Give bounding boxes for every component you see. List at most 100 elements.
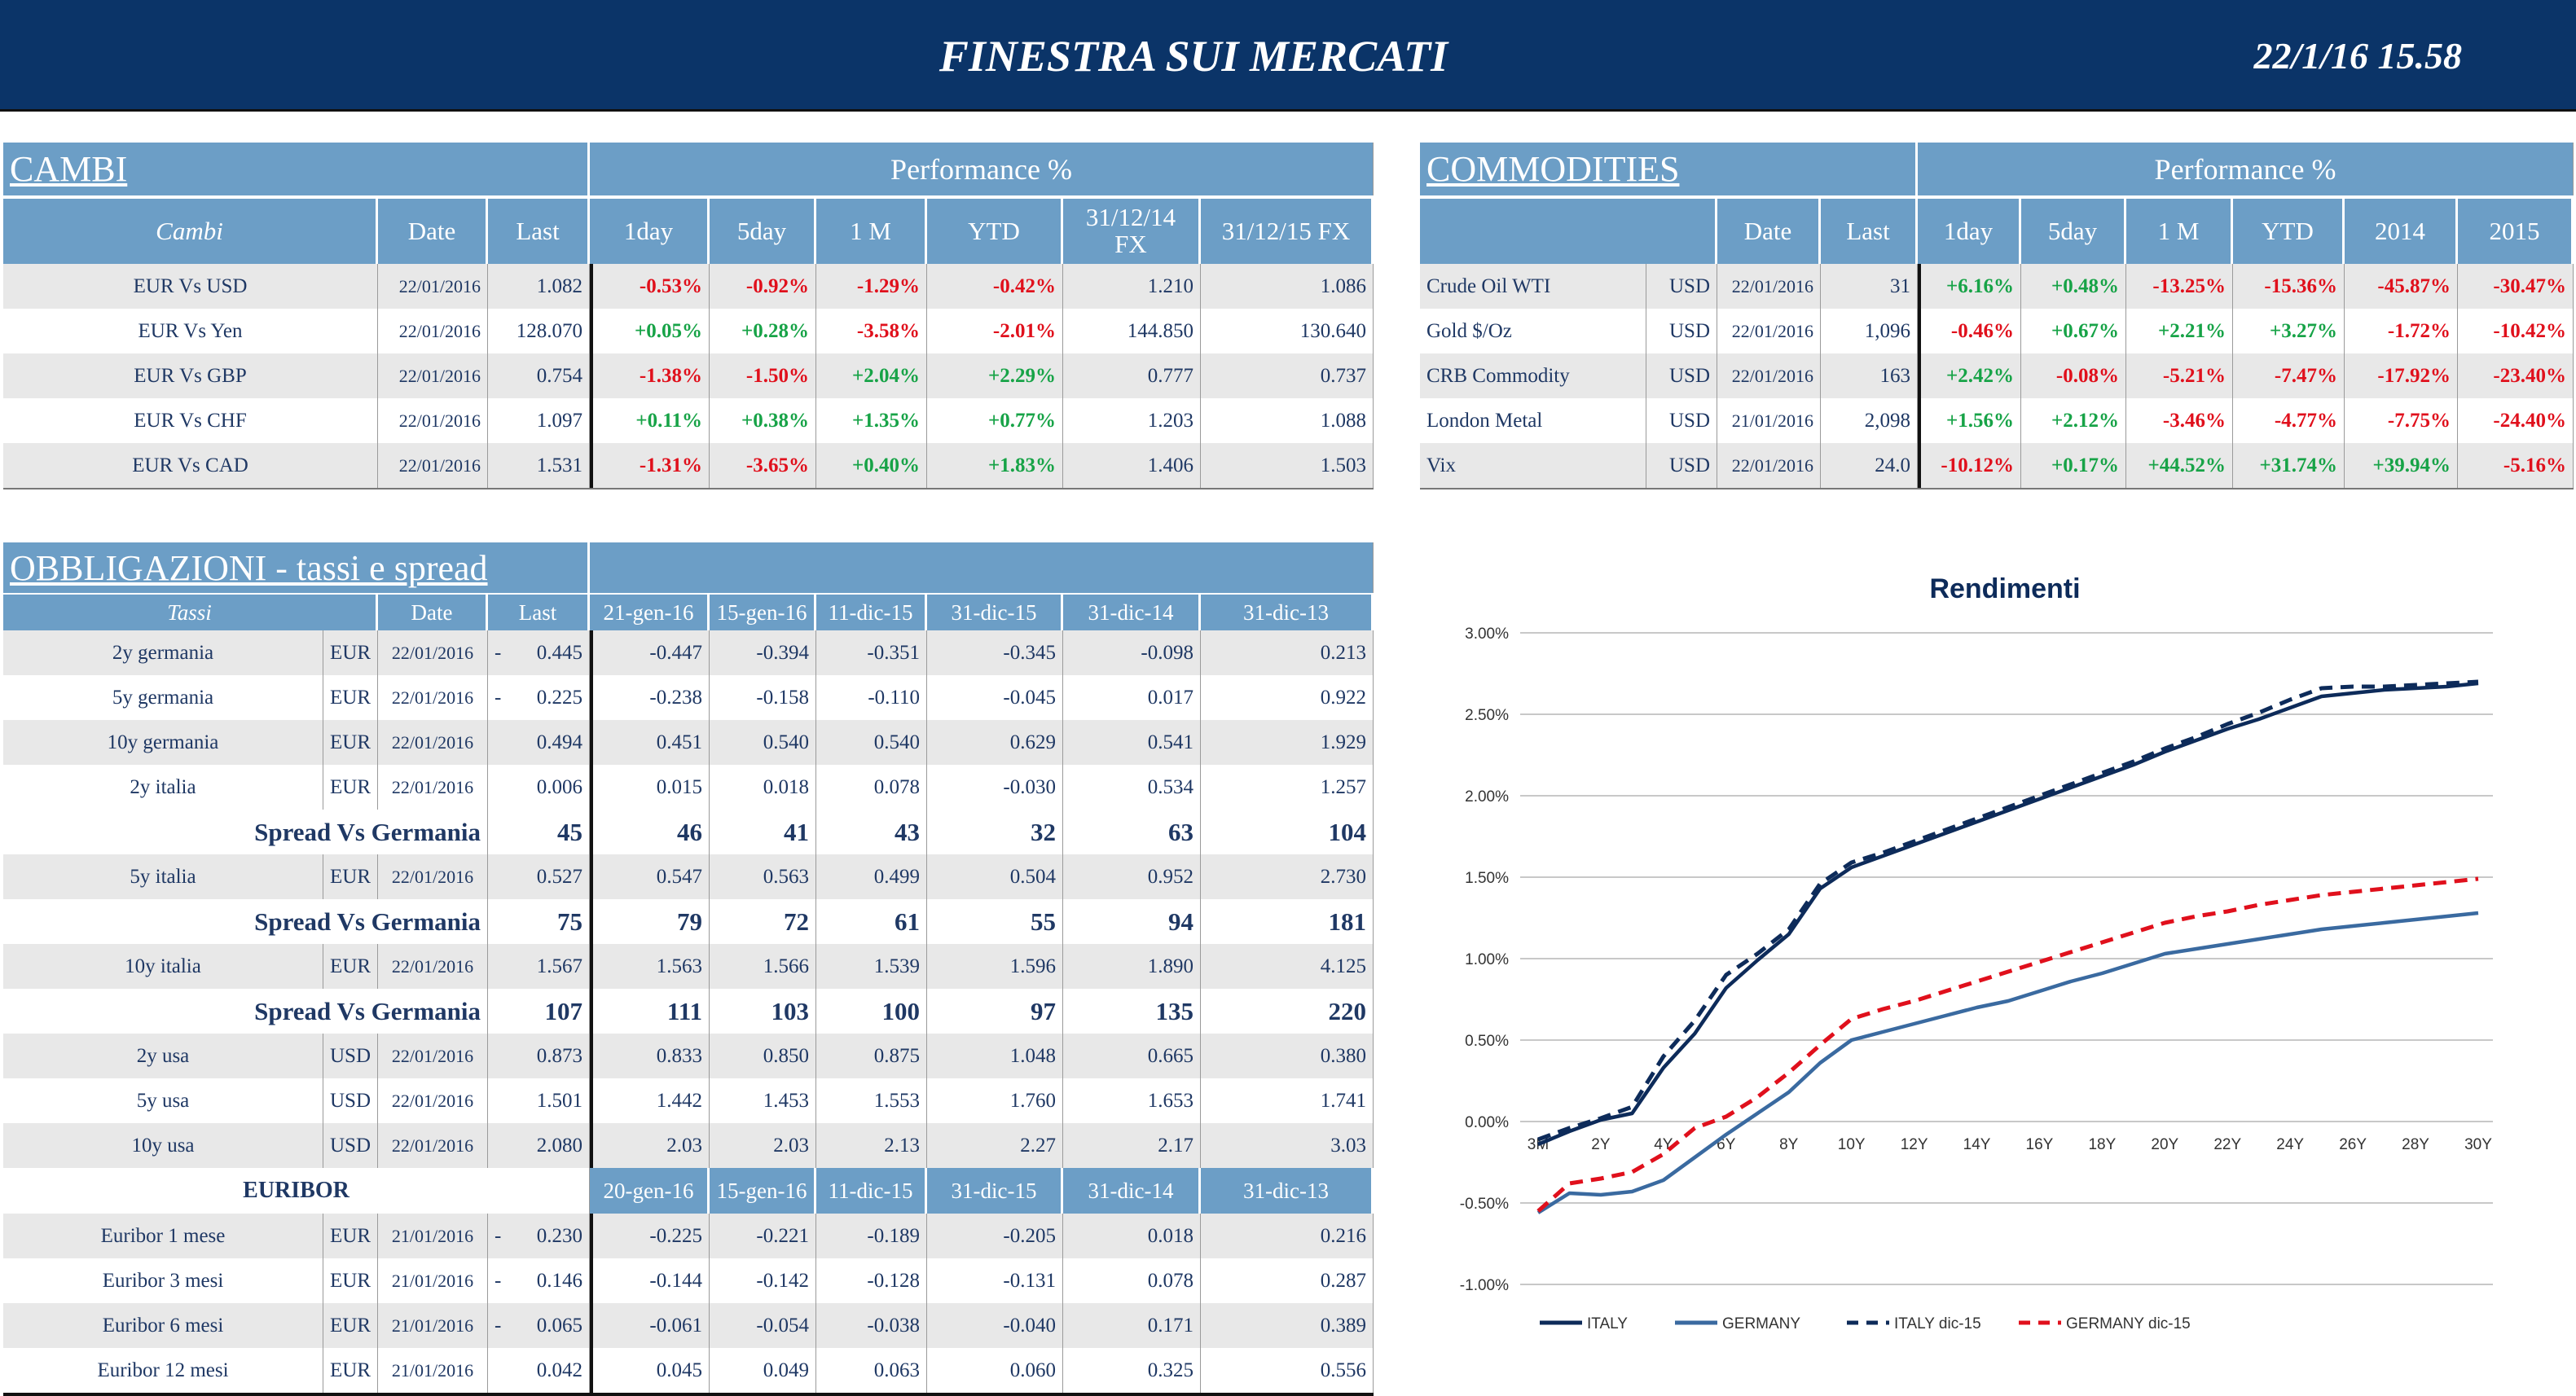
last-value: 0.527 — [536, 865, 582, 888]
rate-value: 1.453 — [710, 1078, 816, 1123]
rate-value: -0.225 — [590, 1214, 710, 1258]
column-header — [1420, 199, 1717, 264]
table-cell: -7.75% — [2345, 398, 2458, 443]
rate-value: 0.952 — [1063, 854, 1201, 899]
table-cell: -30.47% — [2458, 264, 2574, 309]
spread-value: 104 — [1201, 810, 1374, 854]
euribor-name: Euribor 12 mesi — [3, 1348, 323, 1393]
date: 21/01/2016 — [378, 1258, 488, 1303]
table-cell: +6.16% — [1918, 264, 2021, 309]
table-cell: 1.203 — [1063, 398, 1201, 443]
spread-label: Spread Vs Germania — [3, 810, 488, 854]
rate-row: 10y italia EUR 22/01/2016 1.567 1.563 1.566 1.… — [3, 944, 1374, 990]
last-value: 0.146 — [536, 1269, 582, 1292]
cambi-row: EUR Vs CHF 22/01/2016 1.097 +0.11% +0.38% +1.… — [3, 398, 1374, 445]
rate-value: 0.078 — [816, 765, 927, 810]
table-cell: 22/01/2016 — [378, 398, 488, 443]
rate-value: 0.540 — [816, 720, 927, 765]
header-banner: FINESTRA SUI MERCATI 22/1/16 15.58 — [0, 0, 2576, 112]
spread-row: Spread Vs Germania 75 79 72 61 55 94 181 — [3, 899, 1374, 946]
y-tick-label: -1.00% — [1460, 1277, 1509, 1294]
table-cell: -1.31% — [590, 443, 710, 488]
table-cell: 2,098 — [1821, 398, 1918, 443]
table-cell: 22/01/2016 — [378, 353, 488, 398]
date: 22/01/2016 — [378, 1123, 488, 1168]
rate-value: 3.03 — [1201, 1123, 1374, 1168]
table-cell: London Metal — [1420, 398, 1646, 443]
rate-value: 0.045 — [590, 1348, 710, 1393]
rate-value: 0.451 — [590, 720, 710, 765]
bond-name: 2y germania — [3, 630, 323, 675]
rate-value: -0.128 — [816, 1258, 927, 1303]
table-cell: USD — [1646, 353, 1717, 398]
table-cell: Vix — [1420, 443, 1646, 488]
spread-value: 46 — [590, 810, 710, 854]
rate-value: 0.833 — [590, 1034, 710, 1078]
rate-value: 2.17 — [1063, 1123, 1201, 1168]
currency: USD — [323, 1034, 378, 1078]
spread-value: 220 — [1201, 989, 1374, 1034]
date: 22/01/2016 — [378, 765, 488, 810]
table-cell: EUR Vs USD — [3, 264, 378, 309]
rate-value: 1.890 — [1063, 944, 1201, 989]
rate-value: 1.442 — [590, 1078, 710, 1123]
cambi-row: EUR Vs USD 22/01/2016 1.082 -0.53% -0.92% -1.… — [3, 264, 1374, 310]
rate-value: 0.216 — [1201, 1214, 1374, 1258]
rate-value: 0.875 — [816, 1034, 927, 1078]
table-cell: USD — [1646, 309, 1717, 353]
last-value: 1.567 — [536, 955, 582, 977]
bond-name: 5y germania — [3, 675, 323, 720]
currency: USD — [323, 1123, 378, 1168]
cambi-row: EUR Vs Yen 22/01/2016 128.070 +0.05% +0.28% -… — [3, 309, 1374, 355]
column-header: Last — [488, 199, 590, 264]
x-tick-label: 18Y — [2088, 1136, 2116, 1153]
commodities-row: Vix USD 22/01/2016 24.0 -10.12% +0.17% +44.52%… — [1420, 443, 2574, 489]
table-cell: +2.21% — [2126, 309, 2233, 353]
table-cell: -3.58% — [816, 309, 927, 353]
column-header: 1day — [1918, 199, 2021, 264]
spread-value: 43 — [816, 810, 927, 854]
y-tick-label: -0.50% — [1460, 1196, 1509, 1213]
column-header: Tassi — [3, 595, 378, 630]
column-header: 31-dic-14 — [1063, 595, 1201, 630]
table-cell: Crude Oil WTI — [1420, 264, 1646, 309]
spread-value: 45 — [488, 810, 590, 854]
performance-label: Performance % — [1918, 143, 2574, 195]
section-title: COMMODITIES — [1420, 143, 1918, 195]
last-cell: 1.501 — [488, 1078, 590, 1123]
rate-value: 1.760 — [927, 1078, 1063, 1123]
currency: EUR — [323, 765, 378, 810]
column-header: Cambi — [3, 199, 378, 264]
table-cell: -45.87% — [2345, 264, 2458, 309]
rate-value: 1.563 — [590, 944, 710, 989]
date: 22/01/2016 — [378, 854, 488, 899]
rate-value: 0.018 — [1063, 1214, 1201, 1258]
table-cell: -10.12% — [1918, 443, 2021, 488]
table-cell: 0.777 — [1063, 353, 1201, 398]
table-cell: +1.83% — [927, 443, 1063, 488]
rate-value: 1.257 — [1201, 765, 1374, 810]
series-line-italy — [1537, 681, 2479, 1147]
rate-value: 0.499 — [816, 854, 927, 899]
dash-marker: - — [495, 641, 502, 664]
rate-value: -0.131 — [927, 1258, 1063, 1303]
y-tick-label: 1.00% — [1465, 951, 1509, 968]
bond-name: 10y germania — [3, 720, 323, 765]
table-cell: -10.42% — [2458, 309, 2574, 353]
rate-value: -0.038 — [816, 1303, 927, 1348]
rate-value: 0.017 — [1063, 675, 1201, 720]
spread-value: 79 — [590, 899, 710, 944]
bond-name: 5y italia — [3, 854, 323, 899]
currency: EUR — [323, 854, 378, 899]
table-cell: +2.04% — [816, 353, 927, 398]
euribor-row: Euribor 6 mesi EUR 21/01/2016-0.065 -0.061-… — [3, 1303, 1374, 1350]
bonds-title-row: OBBLIGAZIONI - tassi e spread — [3, 542, 1374, 593]
title-band — [590, 542, 1374, 593]
rate-value: 2.03 — [590, 1123, 710, 1168]
last-cell: 2.080 — [488, 1123, 590, 1168]
bond-name: 10y usa — [3, 1123, 323, 1168]
table-cell: 22/01/2016 — [378, 309, 488, 353]
spread-value: 107 — [488, 989, 590, 1034]
legend-label: GERMANY — [1722, 1315, 1800, 1332]
last-value: 0.230 — [536, 1224, 582, 1247]
